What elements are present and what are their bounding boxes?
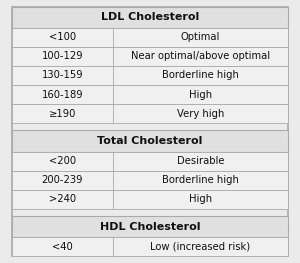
Text: Desirable: Desirable — [177, 156, 224, 166]
Text: <100: <100 — [49, 32, 76, 42]
Text: LDL Cholesterol: LDL Cholesterol — [101, 12, 199, 22]
Bar — [12, 85, 288, 104]
Text: <200: <200 — [49, 156, 76, 166]
Text: >240: >240 — [49, 194, 76, 204]
Text: Optimal: Optimal — [181, 32, 220, 42]
Text: 160-189: 160-189 — [42, 89, 83, 99]
Text: <40: <40 — [52, 242, 73, 252]
Text: 130-159: 130-159 — [42, 70, 83, 80]
Bar — [12, 7, 288, 28]
Text: Low (increased risk): Low (increased risk) — [150, 242, 250, 252]
Bar — [12, 190, 288, 209]
Text: HDL Cholesterol: HDL Cholesterol — [100, 222, 200, 232]
Text: Borderline high: Borderline high — [162, 175, 239, 185]
Bar — [12, 47, 288, 66]
Text: Very high: Very high — [177, 109, 224, 119]
Text: Total Cholesterol: Total Cholesterol — [97, 136, 203, 146]
Bar — [12, 237, 288, 256]
Text: ≥190: ≥190 — [49, 109, 76, 119]
Bar — [12, 28, 288, 47]
Bar — [12, 152, 288, 171]
Text: Borderline high: Borderline high — [162, 70, 239, 80]
Bar — [12, 171, 288, 190]
Bar — [12, 104, 288, 123]
Text: Near optimal/above optimal: Near optimal/above optimal — [131, 52, 270, 62]
Text: High: High — [189, 194, 212, 204]
Bar — [12, 216, 288, 237]
Bar — [12, 66, 288, 85]
Text: 200-239: 200-239 — [42, 175, 83, 185]
Bar — [12, 130, 288, 152]
Text: 100-129: 100-129 — [42, 52, 83, 62]
Text: High: High — [189, 89, 212, 99]
